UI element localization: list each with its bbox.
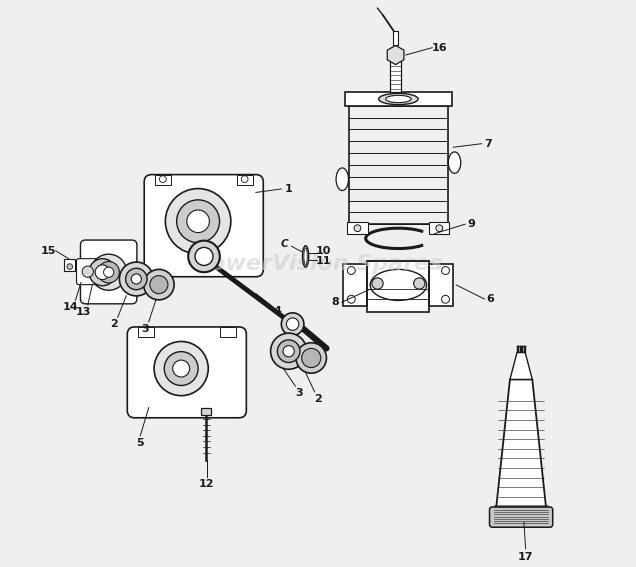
Circle shape <box>281 313 304 336</box>
Circle shape <box>90 254 127 290</box>
Circle shape <box>372 278 383 289</box>
Circle shape <box>347 295 356 303</box>
Circle shape <box>150 276 168 294</box>
Text: 12: 12 <box>198 479 214 489</box>
Circle shape <box>154 341 208 396</box>
Circle shape <box>125 268 147 290</box>
Text: 15: 15 <box>41 246 56 256</box>
Circle shape <box>436 225 443 231</box>
Ellipse shape <box>370 269 427 301</box>
Circle shape <box>95 265 110 280</box>
Bar <box>390 61 401 92</box>
Circle shape <box>195 247 213 265</box>
Text: 17: 17 <box>518 552 534 562</box>
Text: 11: 11 <box>316 256 331 266</box>
Text: 2: 2 <box>110 319 118 329</box>
Bar <box>349 106 448 225</box>
Circle shape <box>277 340 300 362</box>
Circle shape <box>270 333 307 369</box>
Text: 4: 4 <box>273 306 281 316</box>
Text: 9: 9 <box>468 219 476 229</box>
Bar <box>220 327 235 337</box>
Bar <box>237 175 252 185</box>
Circle shape <box>131 274 141 284</box>
Bar <box>368 261 429 312</box>
Text: 16: 16 <box>432 43 447 53</box>
Bar <box>64 259 76 271</box>
Bar <box>393 31 398 45</box>
Bar <box>138 327 154 337</box>
Circle shape <box>89 259 116 286</box>
Text: 6: 6 <box>487 294 495 304</box>
Circle shape <box>441 295 450 303</box>
FancyBboxPatch shape <box>76 259 99 285</box>
Text: 3: 3 <box>295 388 303 398</box>
Circle shape <box>144 269 174 300</box>
Text: 14: 14 <box>63 302 79 312</box>
FancyBboxPatch shape <box>144 175 263 277</box>
Circle shape <box>82 266 93 277</box>
Text: 5: 5 <box>137 438 144 448</box>
Circle shape <box>441 266 450 274</box>
FancyBboxPatch shape <box>127 327 246 418</box>
Ellipse shape <box>385 95 411 103</box>
Text: 10: 10 <box>316 246 331 256</box>
Circle shape <box>187 210 209 232</box>
Ellipse shape <box>303 246 308 267</box>
Text: 7: 7 <box>485 139 492 149</box>
Text: C: C <box>280 239 288 249</box>
Text: 1: 1 <box>285 184 293 194</box>
Polygon shape <box>510 352 532 379</box>
Text: PowerVision Spares: PowerVision Spares <box>194 254 442 274</box>
Circle shape <box>98 261 120 283</box>
Bar <box>155 175 170 185</box>
Circle shape <box>283 345 294 357</box>
Ellipse shape <box>336 168 349 191</box>
Polygon shape <box>387 45 404 65</box>
Bar <box>347 222 368 234</box>
Ellipse shape <box>304 248 307 265</box>
FancyBboxPatch shape <box>81 240 137 304</box>
FancyBboxPatch shape <box>490 507 553 527</box>
Circle shape <box>347 266 356 274</box>
Circle shape <box>177 200 219 243</box>
Text: 3: 3 <box>141 324 149 333</box>
Bar <box>343 264 453 306</box>
Circle shape <box>286 318 299 331</box>
Circle shape <box>120 262 153 296</box>
Circle shape <box>104 267 114 277</box>
Polygon shape <box>495 379 546 512</box>
Circle shape <box>354 225 361 231</box>
Circle shape <box>301 348 321 367</box>
Ellipse shape <box>378 94 418 105</box>
Circle shape <box>241 176 248 183</box>
Circle shape <box>164 352 198 386</box>
Circle shape <box>413 278 425 289</box>
Circle shape <box>67 264 73 269</box>
Bar <box>429 222 450 234</box>
Circle shape <box>296 342 326 373</box>
Circle shape <box>173 360 190 377</box>
Ellipse shape <box>448 152 460 174</box>
Text: 13: 13 <box>76 307 92 317</box>
Circle shape <box>188 240 220 272</box>
Text: 2: 2 <box>314 393 322 404</box>
Bar <box>345 92 452 106</box>
Bar <box>201 408 211 415</box>
Circle shape <box>160 176 166 183</box>
Circle shape <box>165 189 231 254</box>
Text: 8: 8 <box>331 297 339 307</box>
